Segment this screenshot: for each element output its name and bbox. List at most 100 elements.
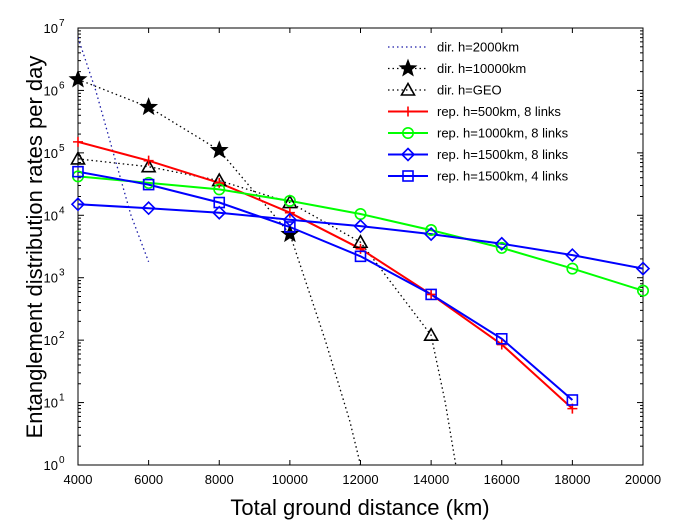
y-tick-exponent: 1	[59, 393, 65, 404]
series-2-point-1	[140, 158, 157, 173]
series-2-point-5	[423, 327, 439, 341]
series-3-point-0	[73, 136, 83, 147]
x-axis-title: Total ground distance (km)	[230, 495, 489, 520]
series-line-3	[78, 140, 574, 410]
series-3-point-4	[355, 243, 366, 254]
marker-layer	[68, 69, 651, 414]
legend-item-3: rep. h=500km, 8 links	[388, 104, 561, 119]
y-tick-label-4: 10 4	[44, 205, 65, 223]
series-line-1	[78, 78, 362, 465]
series-4-point-6	[495, 241, 508, 254]
y-tick-label-2: 10 2	[44, 330, 65, 348]
legend-label-2: dir. h=GEO	[437, 83, 502, 98]
series-line-4	[78, 175, 643, 292]
y-tick-label-3: 10 3	[44, 268, 65, 286]
legend-label-5: rep. h=1500km, 8 links	[437, 147, 569, 162]
legend-marker-1	[398, 58, 418, 77]
y-tick-exponent: 5	[59, 143, 65, 154]
series-5-point-5	[423, 226, 439, 242]
y-tick-base: 10	[44, 21, 58, 36]
y-tick-base: 10	[44, 146, 58, 161]
legend-item-1: dir. h=10000km	[388, 58, 526, 77]
series-2-point-3	[282, 194, 298, 209]
x-tick-label-7: 18000	[554, 472, 590, 487]
series-6-point-6	[495, 333, 508, 345]
series-6-point-1	[142, 178, 155, 191]
legend-marker-3	[403, 106, 413, 117]
legend-marker-5	[400, 147, 416, 162]
series-6-point-4	[354, 250, 367, 263]
series-2-point-0	[70, 150, 86, 165]
x-tick-label-8: 20000	[625, 472, 661, 487]
legend-marker-6	[402, 170, 414, 182]
y-tick-base: 10	[44, 271, 58, 286]
series-5-point-6	[494, 236, 509, 251]
legend-label-1: dir. h=10000km	[437, 61, 526, 76]
x-tick-label-6: 16000	[484, 472, 520, 487]
y-tick-label-0: 10 0	[44, 455, 65, 473]
series-line-0	[78, 37, 150, 263]
legend-marker-2	[400, 81, 416, 96]
x-tick-label-4: 12000	[342, 472, 378, 487]
y-tick-base: 10	[44, 396, 58, 411]
y-tick-exponent: 0	[59, 455, 65, 466]
series-1-point-2	[209, 140, 229, 159]
y-tick-exponent: 7	[59, 18, 65, 29]
series-3-point-1	[143, 155, 154, 166]
legend-item-5: rep. h=1500km, 8 links	[388, 147, 569, 162]
series-5-point-3	[282, 212, 298, 227]
legend-label-6: rep. h=1500km, 4 links	[437, 169, 569, 184]
series-1-point-0	[68, 69, 88, 88]
x-tick-label-0: 4000	[64, 472, 93, 487]
series-5-point-0	[70, 197, 86, 212]
y-tick-label-6: 10 6	[44, 80, 65, 98]
series-6-point-3	[284, 221, 296, 233]
y-tick-base: 10	[44, 458, 58, 473]
series-3-point-5	[426, 289, 437, 300]
series-4-point-3	[283, 194, 296, 207]
x-tick-label-3: 10000	[272, 472, 308, 487]
legend-label-0: dir. h=2000km	[437, 40, 519, 55]
legend-item-6: rep. h=1500km, 4 links	[388, 169, 569, 184]
y-axis-title: Entanglement distribution rates per day	[22, 56, 47, 439]
x-tick-labels: 4000 6000 8000 10000 12000 14000 16000 18000 200…	[64, 472, 662, 487]
series-5-point-1	[141, 201, 156, 216]
y-tick-exponent: 3	[59, 268, 65, 279]
y-tick-exponent: 2	[59, 330, 65, 341]
series-line-5	[78, 203, 643, 270]
legend-item-4: rep. h=1000km, 8 links	[388, 126, 569, 141]
series-5-point-7	[565, 248, 580, 263]
legend-item-0: dir. h=2000km	[388, 40, 519, 55]
series-6-point-2	[213, 196, 226, 209]
series-4-point-8	[636, 284, 649, 297]
x-tick-label-2: 8000	[205, 472, 234, 487]
legend-label-3: rep. h=500km, 8 links	[437, 104, 561, 119]
legend-marker-4	[401, 127, 414, 140]
x-tick-label-1: 6000	[134, 472, 163, 487]
series-6-point-7	[566, 394, 579, 406]
series-6-point-0	[72, 165, 84, 178]
y-tick-label-1: 10 1	[44, 393, 65, 411]
series-6-point-5	[425, 288, 437, 301]
series-1-point-1	[139, 97, 159, 116]
y-tick-label-5: 10 5	[44, 143, 65, 161]
y-tick-exponent: 6	[59, 80, 65, 91]
series-line-6	[78, 170, 574, 401]
y-tick-base: 10	[44, 208, 58, 223]
y-tick-base: 10	[44, 83, 58, 98]
series-5-point-4	[353, 219, 368, 234]
y-tick-label-7: 10 7	[44, 18, 65, 36]
legend: dir. h=2000km dir. h=10000km dir. h=GEO rep…	[388, 40, 569, 184]
series-4-point-5	[425, 224, 438, 237]
series-1-point-3	[280, 224, 300, 243]
series-layer	[78, 37, 643, 465]
legend-label-4: rep. h=1000km, 8 links	[437, 126, 569, 141]
series-3-point-2	[214, 177, 225, 188]
series-5-point-2	[212, 205, 227, 220]
series-4-point-2	[213, 183, 226, 196]
x-tick-label-5: 14000	[413, 472, 449, 487]
series-4-point-7	[566, 262, 579, 275]
series-5-point-8	[635, 261, 651, 276]
